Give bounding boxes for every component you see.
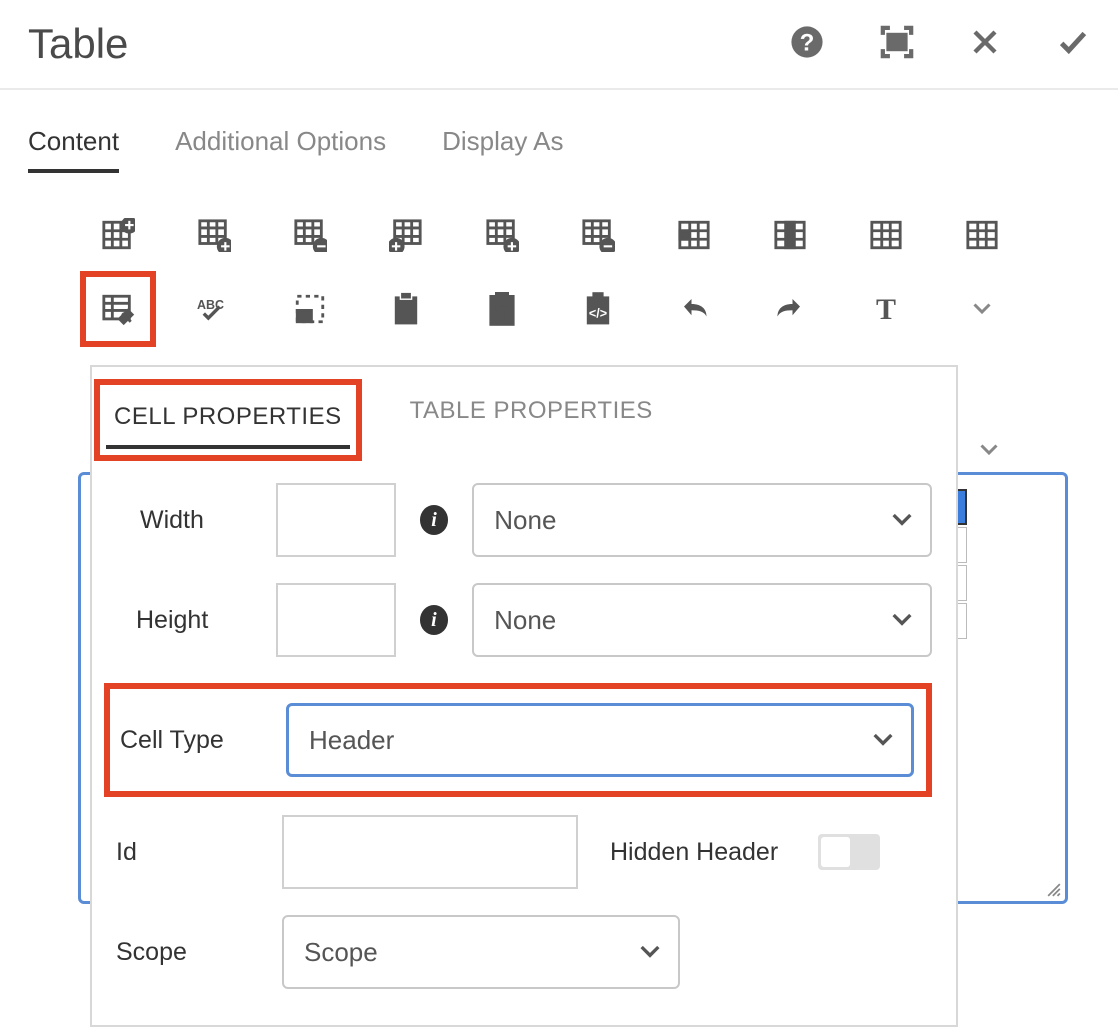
id-row: Id Hidden Header [116,815,932,889]
fullscreen-icon[interactable] [880,25,914,64]
width-unit-value: None [494,505,556,536]
table-merge-left-icon[interactable] [676,217,712,253]
scope-label: Scope [116,938,266,967]
chevron-down-icon [640,945,660,959]
clipboard-code-icon[interactable]: </> [580,291,616,327]
table-add-row-icon[interactable] [196,217,232,253]
spellcheck-icon[interactable]: ABC [196,291,232,327]
svg-text:</>: </> [589,306,607,320]
redo-icon[interactable] [772,291,808,327]
confirm-icon[interactable] [1056,25,1090,64]
height-unit-select[interactable]: None [472,583,932,657]
panel-body: Width i None Height i None Cell Type Hea… [92,455,956,1025]
height-label: Height [116,606,260,635]
table-remove-row-icon[interactable] [292,217,328,253]
height-row: Height i None [116,583,932,657]
info-icon[interactable]: i [420,505,449,535]
chevron-down-icon [873,733,893,747]
tab-content[interactable]: Content [28,126,119,173]
text-format-icon[interactable]: T [868,291,904,327]
scope-value: Scope [304,937,378,968]
cell-type-label: Cell Type [120,726,270,755]
dialog-title: Table [28,20,790,68]
hidden-header-toggle[interactable] [818,834,880,870]
clipboard-text-icon[interactable]: T [484,291,520,327]
main-tabs: Content Additional Options Display As [0,90,1118,173]
table-split-h-icon[interactable] [868,217,904,253]
toolbar-row-2: ABC T </> T [100,291,1090,327]
chevron-down-icon [892,513,912,527]
tab-cell-properties[interactable]: CELL PROPERTIES [106,391,350,449]
cell-type-highlight: Cell Type Header [104,683,932,797]
svg-text:T: T [497,304,508,323]
cell-type-select[interactable]: Header [286,703,914,777]
edit-properties-highlight [80,271,156,347]
svg-text:T: T [876,293,896,326]
table-add-col-after-icon[interactable] [484,217,520,253]
select-all-icon[interactable] [292,291,328,327]
chevron-down-icon[interactable] [980,443,998,461]
info-icon[interactable]: i [420,605,449,635]
id-input[interactable] [282,815,578,889]
table-create-icon[interactable] [100,217,136,253]
toolbar: ABC T </> T [0,173,1118,327]
cell-type-value: Header [309,725,394,756]
svg-text:?: ? [800,29,815,56]
undo-icon[interactable] [676,291,712,327]
hidden-header-label: Hidden Header [610,838,778,867]
scope-row: Scope Scope [116,915,932,989]
svg-text:ABC: ABC [197,298,224,312]
edit-properties-icon[interactable] [100,291,136,327]
width-input[interactable] [276,483,396,557]
width-unit-select[interactable]: None [472,483,932,557]
panel-tabs: CELL PROPERTIES TABLE PROPERTIES [92,367,956,455]
table-split-v-icon[interactable] [964,217,1000,253]
help-icon[interactable]: ? [790,25,824,64]
width-label: Width [116,506,260,535]
toolbar-row-1 [100,217,1090,253]
table-merge-center-icon[interactable] [772,217,808,253]
cell-properties-highlight: CELL PROPERTIES [94,379,362,461]
close-icon[interactable] [970,27,1000,62]
table-remove-col-icon[interactable] [580,217,616,253]
header-actions: ? [790,25,1090,64]
chevron-down-icon[interactable] [964,291,1000,327]
resize-handle-icon[interactable] [1047,883,1061,897]
tab-table-properties[interactable]: TABLE PROPERTIES [402,385,661,455]
id-label: Id [116,838,266,867]
tab-additional-options[interactable]: Additional Options [175,126,386,173]
height-unit-value: None [494,605,556,636]
tab-display-as[interactable]: Display As [442,126,563,173]
scope-select[interactable]: Scope [282,915,680,989]
dialog-header: Table ? [0,0,1118,90]
clipboard-icon[interactable] [388,291,424,327]
properties-panel: CELL PROPERTIES TABLE PROPERTIES Width i… [90,365,958,1027]
height-input[interactable] [276,583,396,657]
width-row: Width i None [116,483,932,557]
chevron-down-icon [892,613,912,627]
table-add-col-before-icon[interactable] [388,217,424,253]
